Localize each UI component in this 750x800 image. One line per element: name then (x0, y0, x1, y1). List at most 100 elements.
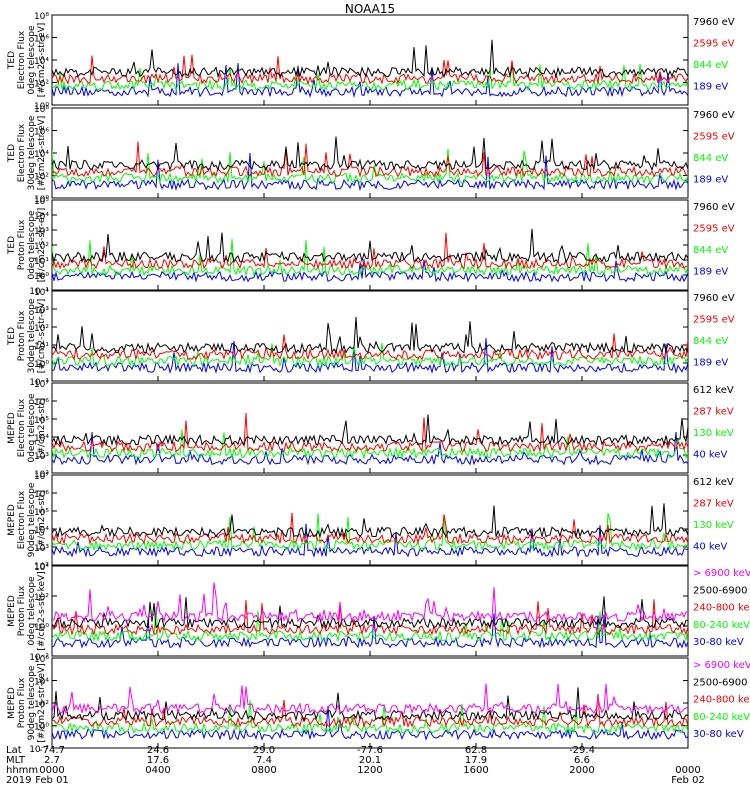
legend-entry: 2500-6900 (693, 677, 748, 688)
series-trace (52, 342, 688, 368)
legend-entry: 189 eV (693, 81, 728, 92)
y-axis-label-line: 30deg telescope (27, 115, 37, 190)
y-axis-label-line: [#/cm2-s-str-eV] (37, 299, 47, 374)
y-tick-label: 10³ (34, 544, 49, 554)
y-axis-label-line: 0deg telescope (27, 25, 37, 95)
y-axis-label: TEDProton Flux0deg telescope[#/cm2-s-str… (7, 208, 47, 283)
y-axis-label-line: [#/cm2-s-str-keV] (37, 571, 47, 650)
y-tick-label: 10² (34, 470, 49, 480)
legend-entry: 844 eV (693, 245, 728, 256)
series-trace (52, 503, 688, 539)
y-tick-label: 10¹ (34, 257, 49, 267)
legend-entry: 30-80 keV (693, 637, 744, 648)
x-axis-row-label: 2019 (6, 775, 31, 786)
legend-entry: 844 eV (693, 336, 728, 347)
y-tick-label: 10⁶ (34, 490, 49, 500)
y-axis-label-line: [#/cm2-s-str] (37, 490, 47, 550)
x-axis-row-label: hhmm (6, 765, 38, 776)
x-tick-label: 20.1 (359, 755, 381, 766)
y-tick-label: 10³ (34, 452, 49, 462)
legend-entry: 612 keV (693, 385, 734, 396)
series-trace (52, 705, 688, 741)
series-trace (52, 431, 688, 466)
y-tick-label: 10⁵ (34, 508, 49, 518)
y-tick-label: 10⁻² (29, 653, 49, 663)
traces (52, 412, 688, 466)
x-tick-label: Feb 02 (671, 775, 705, 786)
x-tick-label: -77.6 (357, 745, 383, 756)
y-tick-label: 10⁶ (34, 655, 49, 665)
series-trace (52, 512, 688, 552)
y-tick-label: 10⁸ (34, 105, 49, 115)
y-axis-label-line: Electron Flux (17, 123, 27, 182)
legend-entry: 240-800 keV (693, 603, 750, 614)
panel-frame (51, 107, 689, 199)
y-tick-label: 10⁰ (34, 272, 49, 282)
legend-entry: 2595 eV (693, 223, 735, 234)
x-tick-label: 0000 (39, 765, 64, 776)
x-tick-label: 2.7 (44, 755, 60, 766)
y-axis-label-line: Electron Flux (17, 490, 27, 549)
y-tick-label: 10² (34, 700, 49, 710)
y-tick-label: 10⁵ (34, 416, 49, 426)
legend-entry: 844 eV (693, 153, 728, 164)
y-axis-label-line: [#/cm2-s-str-keV] (37, 663, 47, 742)
y-axis-label-line: [#/cm2-s-str] (37, 398, 47, 458)
x-tick-label: 29.0 (253, 745, 275, 756)
series-trace (52, 700, 688, 735)
y-axis-label-line: TED (7, 327, 17, 346)
y-axis-label: TEDProton Flux30deg telescope[#/cm2-s-st… (7, 298, 47, 373)
y-tick-label: 10⁴ (34, 57, 49, 67)
legend-entry: 40 keV (693, 541, 727, 552)
series-trace (52, 582, 688, 624)
y-axis-label: MEPEDProton Flux0deg telescope[#/cm2-s-s… (7, 571, 47, 650)
y-axis-label-line: TED (7, 51, 17, 70)
y-tick-label: 10⁴ (34, 563, 49, 573)
x-tick-label: 0800 (251, 765, 276, 776)
legend-entry: 80-240 keV (693, 712, 750, 723)
y-axis-label-line: MEPED (7, 504, 17, 536)
series-trace (52, 152, 688, 192)
y-axis-label-line: Proton Flux (17, 585, 27, 636)
series-trace (52, 693, 688, 729)
y-tick-label: 10² (34, 324, 49, 334)
traces (52, 582, 688, 649)
y-tick-label: 10⁰ (34, 360, 49, 370)
y-tick-label: 10² (34, 593, 49, 603)
y-axis-label-line: MEPED (7, 595, 17, 627)
traces (52, 136, 688, 192)
series-trace (52, 333, 688, 361)
x-tick-label: -74.7 (39, 745, 65, 756)
series-trace (52, 683, 688, 715)
x-tick-label: 17.9 (465, 755, 487, 766)
y-tick-label: 10⁰ (34, 723, 49, 733)
legend-entry: 189 eV (693, 174, 728, 185)
series-trace (52, 429, 688, 460)
y-tick-label: 10⁴ (34, 150, 49, 160)
legend-entry: 189 eV (693, 357, 728, 368)
y-axis-label-line: Electron Flux (17, 398, 27, 457)
y-axis-label-line: [#/cm2-s-str-eV] (37, 23, 47, 98)
y-tick-label: 10⁴ (34, 212, 49, 222)
series-trace (52, 512, 688, 546)
y-axis-label-line: [#/cm2-s-str-eV] (37, 208, 47, 283)
series-trace (52, 412, 688, 453)
y-axis-label: MEPEDProton Flux90deg telescope[#/cm2-s-… (7, 663, 47, 742)
y-tick-label: 10⁰ (34, 102, 49, 112)
x-tick-label: Feb 01 (35, 775, 69, 786)
legend-entry: 844 eV (693, 60, 728, 71)
series-trace (52, 61, 688, 92)
y-tick-label: 10⁶ (34, 35, 49, 45)
series-trace (52, 54, 688, 86)
x-tick-label: 1600 (463, 765, 488, 776)
y-axis-label-line: [#/cm2-s-str-eV] (37, 116, 47, 191)
series-trace (52, 316, 688, 355)
y-tick-label: 10⁴ (34, 678, 49, 688)
y-tick-label: 10² (34, 242, 49, 252)
y-axis-label-line: TED (7, 236, 17, 255)
legend-entry: 612 keV (693, 477, 734, 488)
